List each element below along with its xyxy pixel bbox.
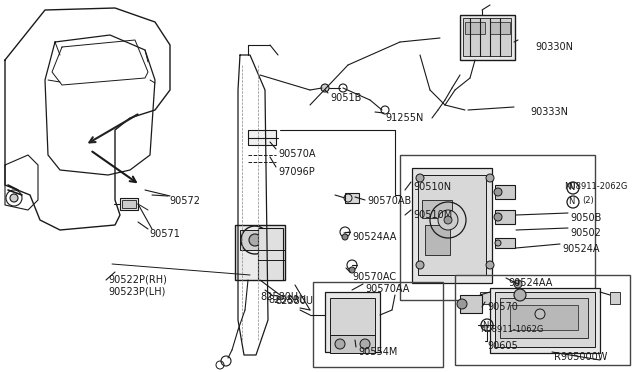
Bar [330, 335, 375, 353]
Bar [258, 228, 283, 280]
Circle shape [342, 234, 348, 240]
Bar [495, 292, 595, 347]
Text: 90570AB: 90570AB [367, 196, 412, 206]
Circle shape [360, 339, 370, 349]
Text: (2): (2) [582, 196, 594, 205]
Text: N08911-1062G: N08911-1062G [480, 325, 543, 334]
Bar [495, 185, 515, 199]
Circle shape [495, 240, 501, 246]
Bar [240, 230, 260, 250]
Text: 90572: 90572 [169, 196, 200, 206]
Text: 90524AA: 90524AA [508, 278, 552, 288]
Circle shape [444, 216, 452, 224]
Text: 9051B: 9051B [330, 93, 362, 103]
Text: 90605: 90605 [487, 341, 518, 351]
Text: 90524AA: 90524AA [352, 232, 396, 242]
Bar [610, 292, 620, 304]
Bar [325, 292, 380, 352]
Bar [465, 22, 485, 34]
Circle shape [457, 299, 467, 309]
Text: 90571: 90571 [149, 229, 180, 239]
Bar [418, 175, 486, 275]
Bar [460, 15, 515, 60]
Bar [345, 193, 359, 203]
Text: N08911-2062G: N08911-2062G [564, 182, 627, 191]
Bar [330, 298, 375, 346]
Bar [455, 275, 630, 365]
Circle shape [486, 261, 494, 269]
Text: 90570A: 90570A [278, 149, 316, 159]
Bar [480, 292, 490, 304]
Bar [500, 298, 588, 338]
Bar [490, 22, 510, 34]
Circle shape [494, 188, 502, 196]
Circle shape [335, 339, 345, 349]
Circle shape [416, 261, 424, 269]
Bar [122, 200, 136, 208]
Bar [495, 238, 515, 248]
Bar [400, 155, 595, 300]
Bar [248, 130, 276, 145]
Text: 91255N: 91255N [385, 113, 424, 123]
Bar [425, 225, 450, 255]
Text: 90510M: 90510M [413, 210, 452, 220]
Text: N: N [482, 321, 488, 330]
Circle shape [438, 210, 458, 230]
Text: 82580U: 82580U [260, 292, 298, 302]
Text: 97096P: 97096P [278, 167, 315, 177]
Circle shape [535, 309, 545, 319]
Bar [495, 210, 515, 224]
Text: 90570AC: 90570AC [352, 272, 396, 282]
Text: 90523P(LH): 90523P(LH) [108, 287, 165, 297]
Bar [120, 198, 138, 210]
Bar [422, 200, 452, 218]
Bar [412, 168, 492, 283]
Text: 82580U: 82580U [275, 296, 313, 306]
Circle shape [249, 234, 261, 246]
Bar [463, 18, 511, 56]
Circle shape [494, 213, 502, 221]
Text: 90554M: 90554M [358, 347, 397, 357]
Circle shape [10, 194, 18, 202]
Text: 90333N: 90333N [530, 107, 568, 117]
Text: R905000W: R905000W [554, 352, 607, 362]
Circle shape [514, 280, 522, 288]
Bar [490, 288, 600, 353]
Text: N: N [568, 198, 574, 206]
Text: 90522P(RH): 90522P(RH) [108, 274, 167, 284]
Circle shape [321, 84, 329, 92]
Bar [510, 305, 578, 330]
Text: 90510N: 90510N [413, 182, 451, 192]
Text: 82580U: 82580U [268, 295, 306, 305]
Text: 90502: 90502 [570, 228, 601, 238]
Text: 9050B: 9050B [570, 213, 602, 223]
Text: 90570AA: 90570AA [365, 284, 410, 294]
Text: 90570: 90570 [487, 302, 518, 312]
Circle shape [349, 267, 355, 273]
Bar [460, 295, 482, 313]
Circle shape [486, 174, 494, 182]
Bar [235, 225, 285, 280]
Bar [313, 282, 443, 367]
Text: 90524A: 90524A [562, 244, 600, 254]
Circle shape [514, 289, 526, 301]
Circle shape [416, 174, 424, 182]
Text: N: N [568, 183, 574, 192]
Text: 90330N: 90330N [535, 42, 573, 52]
